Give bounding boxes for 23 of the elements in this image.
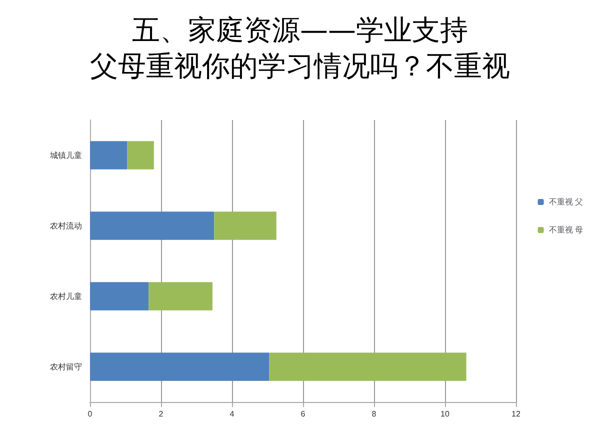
legend-label: 不重视 母 [548,226,584,234]
x-tick-label: 2 [158,410,164,418]
x-tick-label: 10 [440,410,450,418]
bar [90,212,214,240]
chart-title: 五、家庭资源——学业支持 [132,14,468,46]
bar [148,282,212,310]
y-tick-label: 农村儿童 [50,292,82,301]
x-tick-label: 6 [300,410,306,418]
y-tick-label: 城镇儿童 [49,150,82,160]
bar [127,141,154,170]
x-tick-label: 12 [512,410,521,418]
bar [90,282,149,310]
bar [269,352,466,381]
bar [90,352,270,381]
y-tick-label: 农村流动 [50,221,82,230]
x-tick-label: 8 [372,410,377,418]
x-tick-label: 4 [230,410,235,418]
y-tick-label: 农村留守 [50,362,82,372]
x-tick-label: 0 [88,410,93,418]
bar [90,141,128,170]
bar [214,212,276,240]
chart-subtitle: 父母重视你的学习情况吗？不重视 [90,50,510,82]
legend-label: 不重视 父 [548,198,584,206]
